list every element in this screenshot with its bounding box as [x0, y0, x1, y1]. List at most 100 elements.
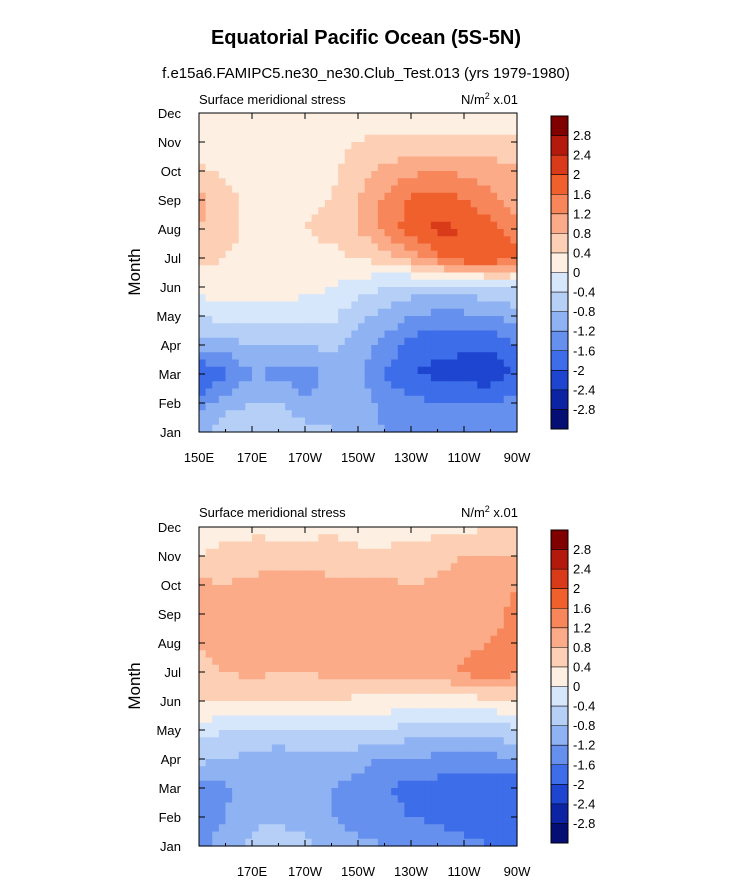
- heatmap-cell: [470, 650, 478, 659]
- heatmap-cell: [384, 817, 392, 825]
- heatmap-cell: [358, 236, 366, 245]
- heatmap-cell: [358, 715, 366, 724]
- heatmap-cell: [470, 221, 478, 230]
- heatmap-cell: [271, 577, 280, 586]
- heatmap-cell: [464, 366, 472, 375]
- heatmap-cell: [470, 809, 478, 818]
- heatmap-cell: [205, 635, 213, 644]
- heatmap-cell: [391, 838, 399, 847]
- heatmap-cell: [424, 570, 432, 579]
- heatmap-cell: [430, 359, 439, 368]
- heatmap-cell: [331, 766, 339, 775]
- heatmap-cell: [490, 628, 498, 637]
- heatmap-cell: [238, 809, 246, 818]
- heatmap-cell: [291, 149, 299, 158]
- heatmap-cell: [457, 279, 465, 288]
- heatmap-cell: [397, 715, 405, 724]
- heatmap-cell: [344, 744, 352, 753]
- heatmap-cell: [205, 701, 213, 709]
- heatmap-cell: [225, 214, 233, 223]
- heatmap-cell: [258, 163, 266, 172]
- heatmap-cell: [291, 548, 299, 557]
- heatmap-cell: [450, 134, 458, 143]
- heatmap-cell: [265, 323, 273, 332]
- heatmap-cell: [364, 272, 372, 281]
- heatmap-cell: [417, 243, 425, 252]
- heatmap-cell: [218, 258, 227, 266]
- heatmap-cell: [199, 817, 207, 825]
- heatmap-cell: [450, 534, 458, 543]
- heatmap-cell: [291, 120, 299, 129]
- heatmap-cell: [371, 831, 379, 840]
- heatmap-cell: [218, 556, 227, 564]
- heatmap-cell: [364, 715, 372, 724]
- heatmap-cell: [218, 780, 227, 789]
- axis-ticks: JanFebMarAprMayJunJulAugSepOctNovDec150E…: [156, 106, 531, 465]
- heatmap-cell: [457, 250, 465, 259]
- heatmap-cell: [470, 279, 478, 288]
- heatmap-cell: [305, 185, 313, 194]
- heatmap-cell: [457, 185, 465, 194]
- heatmap-cell: [477, 424, 485, 433]
- heatmap-cell: [212, 693, 220, 702]
- heatmap-cell: [278, 272, 286, 281]
- heatmap-cell: [285, 701, 293, 709]
- heatmap-cell: [305, 323, 313, 332]
- x-tick-label: 170E: [237, 450, 268, 465]
- heatmap-cell: [411, 229, 419, 237]
- heatmap-cell: [477, 817, 485, 825]
- heatmap-cell: [225, 301, 233, 310]
- heatmap-cell: [444, 417, 452, 426]
- heatmap-cell: [430, 381, 439, 390]
- heatmap-cell: [457, 788, 465, 796]
- heatmap-cell: [377, 541, 386, 550]
- heatmap-cell: [411, 534, 419, 543]
- heatmap-cell: [483, 838, 492, 847]
- heatmap-cell: [258, 606, 266, 615]
- heatmap-cell: [470, 359, 478, 368]
- heatmap-cell: [291, 221, 299, 230]
- heatmap-cell: [477, 374, 485, 382]
- heatmap-cell: [510, 556, 518, 564]
- heatmap-cell: [338, 577, 346, 586]
- heatmap-cell: [477, 548, 485, 557]
- heatmap-cell: [490, 388, 498, 397]
- heatmap-cell: [238, 788, 246, 796]
- heatmap-cell: [271, 548, 280, 557]
- heatmap-cell: [358, 635, 366, 644]
- heatmap-cell: [397, 127, 405, 136]
- heatmap-cell: [265, 113, 273, 121]
- heatmap-cell: [351, 802, 359, 811]
- heatmap-cell: [265, 359, 273, 368]
- heatmap-cell: [417, 200, 425, 208]
- heatmap-cell: [291, 570, 299, 579]
- heatmap-cell: [364, 737, 372, 746]
- heatmap-cell: [464, 207, 472, 216]
- heatmap-cell: [245, 352, 253, 361]
- heatmap-cell: [503, 287, 511, 295]
- heatmap-cell: [437, 708, 445, 717]
- heatmap-cell: [417, 323, 425, 332]
- heatmap-cell: [238, 708, 246, 717]
- heatmap-cell: [232, 534, 240, 543]
- heatmap-cell: [238, 359, 246, 368]
- heatmap-cell: [305, 316, 313, 324]
- heatmap-cell: [265, 527, 273, 535]
- heatmap-cell: [338, 192, 346, 201]
- heatmap-cell: [338, 381, 346, 390]
- heatmap-cell: [457, 134, 465, 143]
- heatmap-cell: [483, 156, 492, 165]
- heatmap-cell: [430, 301, 439, 310]
- heatmap-cell: [245, 395, 253, 404]
- heatmap-cell: [285, 606, 293, 615]
- heatmap-cell: [377, 258, 386, 266]
- heatmap-cell: [397, 410, 405, 419]
- heatmap-cell: [424, 809, 432, 818]
- heatmap-cell: [497, 163, 505, 172]
- heatmap-cell: [404, 120, 412, 129]
- heatmap-cell: [212, 272, 220, 281]
- heatmap-cell: [199, 279, 207, 288]
- heatmap-cell: [238, 599, 246, 608]
- heatmap-cell: [424, 795, 432, 804]
- heatmap-cell: [391, 395, 399, 404]
